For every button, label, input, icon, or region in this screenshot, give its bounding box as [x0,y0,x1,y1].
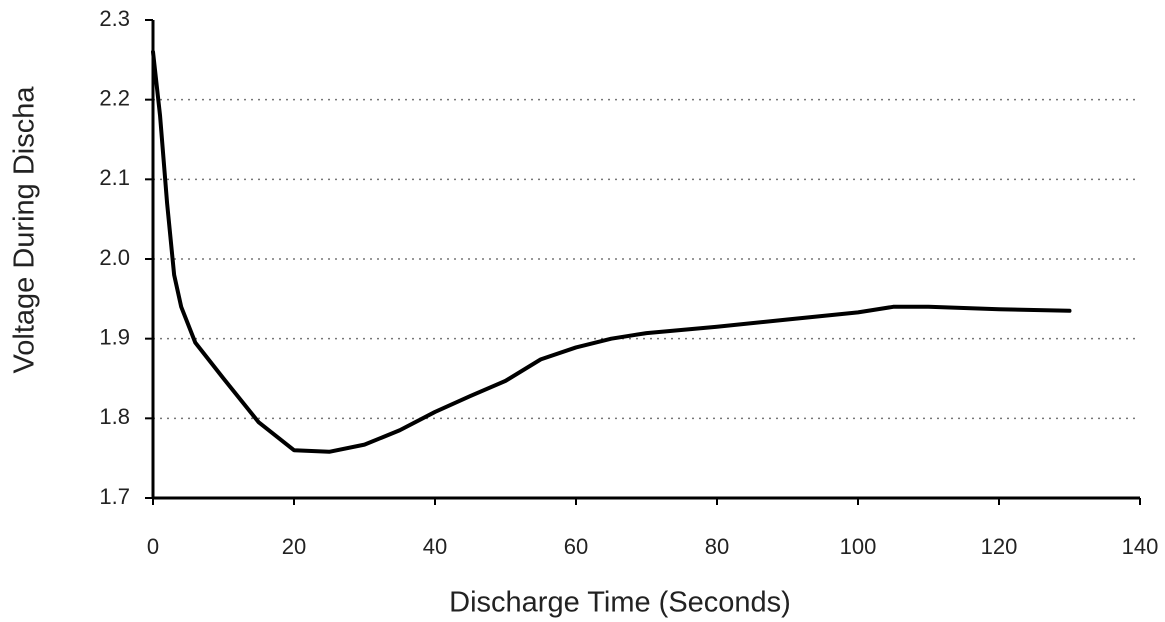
y-tick-label: 2.2 [99,85,130,110]
x-tick-label: 80 [705,534,729,559]
y-tick-label: 1.9 [99,324,130,349]
x-tick-label: 60 [564,534,588,559]
data-line [151,49,1072,454]
x-tick-label: 20 [282,534,306,559]
y-tick-label: 2.0 [99,245,130,270]
y-tick-label: 1.8 [99,404,130,429]
y-tick-label: 1.7 [99,484,130,509]
y-tick-label: 2.1 [99,165,130,190]
x-tick-label: 100 [840,534,877,559]
x-tick-label: 120 [981,534,1018,559]
x-tick-label: 40 [423,534,447,559]
x-axis-title: Discharge Time (Seconds) [449,587,791,619]
y-tick-label: 2.3 [99,6,130,31]
y-axis-title: Voltage During Discha [9,86,41,374]
x-tick-label: 0 [147,534,159,559]
x-tick-label: 140 [1122,534,1159,559]
